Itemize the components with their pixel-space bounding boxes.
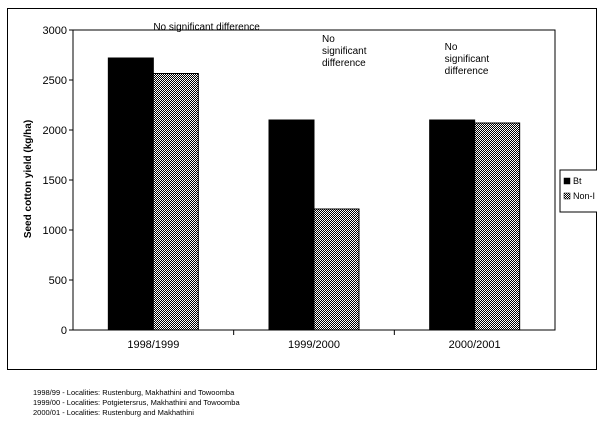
- y-tick-label: 1500: [43, 175, 67, 187]
- annotation-text: No: [445, 42, 458, 53]
- footnote-line: 1999/00 - Localities: Potgietersrus, Mak…: [33, 398, 240, 407]
- legend-box: [559, 169, 597, 213]
- y-axis-title: Seed cotton yield (kg/ha): [23, 120, 34, 238]
- y-tick-label: 2000: [43, 125, 67, 137]
- y-tick-label: 0: [61, 325, 67, 337]
- bar-bt: [429, 119, 476, 331]
- bar-non-bt: [313, 208, 360, 331]
- annotation-text: significant: [445, 54, 490, 65]
- legend-label: Non-I: [573, 191, 595, 201]
- y-tick-label: 3000: [43, 25, 67, 37]
- bar-bt: [268, 119, 315, 331]
- footnote-line: 1998/99 - Localities: Rustenburg, Makhat…: [33, 388, 235, 397]
- bar-bt: [107, 57, 154, 331]
- y-tick-label: 1000: [43, 225, 67, 237]
- annotation-text: No significant difference: [153, 22, 260, 33]
- x-tick-label: 2000/2001: [449, 339, 501, 351]
- legend-swatch: [563, 177, 571, 185]
- footnote-line: 2000/01 - Localities: Rustenburg and Mak…: [33, 408, 194, 417]
- legend: Bt Non-I: [559, 169, 597, 213]
- footnotes: 1998/99 - Localities: Rustenburg, Makhat…: [33, 388, 240, 418]
- y-tick-label: 2500: [43, 75, 67, 87]
- x-tick-label: 1999/2000: [288, 339, 340, 351]
- bar-non-bt: [474, 122, 521, 331]
- chart-frame: Seed cotton yield (kg/ha) 0 500 1000 1500 20…: [7, 8, 597, 370]
- y-tick-label: 500: [49, 275, 67, 287]
- bar-non-bt: [152, 73, 199, 331]
- annotation-text: difference: [445, 66, 489, 77]
- bar-chart: Seed cotton yield (kg/ha) 0 500 1000 1500 20…: [7, 8, 597, 370]
- annotation-text: difference: [322, 58, 366, 69]
- legend-swatch: [563, 192, 571, 200]
- annotation-text: No: [322, 34, 335, 45]
- x-tick-label: 1998/1999: [127, 339, 179, 351]
- annotation-text: significant: [322, 46, 367, 57]
- legend-label: Bt: [573, 176, 582, 186]
